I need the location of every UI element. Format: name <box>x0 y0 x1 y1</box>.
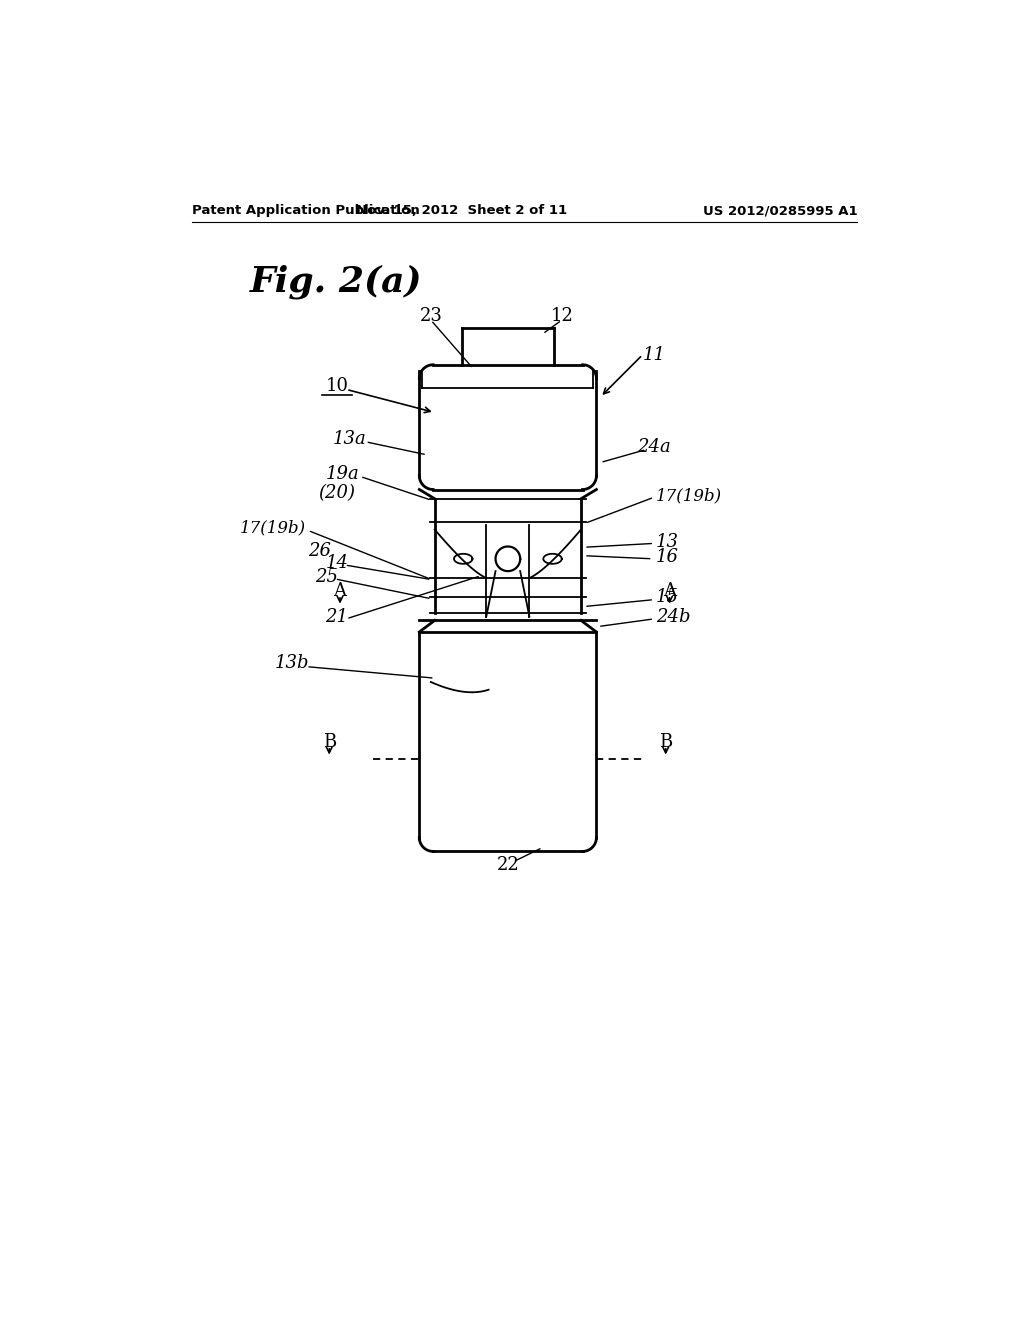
Text: 23: 23 <box>420 308 442 325</box>
Text: 14: 14 <box>326 553 348 572</box>
Text: 22: 22 <box>497 857 519 874</box>
Text: 19a: 19a <box>326 465 359 483</box>
Text: US 2012/0285995 A1: US 2012/0285995 A1 <box>702 205 857 218</box>
Text: Patent Application Publication: Patent Application Publication <box>193 205 420 218</box>
Text: B: B <box>323 733 336 751</box>
Text: Nov. 15, 2012  Sheet 2 of 11: Nov. 15, 2012 Sheet 2 of 11 <box>356 205 567 218</box>
Text: A: A <box>664 582 676 601</box>
Text: (20): (20) <box>318 484 355 503</box>
Text: 15: 15 <box>655 589 679 606</box>
Text: 25: 25 <box>315 568 338 586</box>
Text: 11: 11 <box>643 346 666 364</box>
Text: 16: 16 <box>655 548 679 566</box>
Text: 10: 10 <box>326 376 348 395</box>
Text: Fig. 2(a): Fig. 2(a) <box>250 264 423 298</box>
Text: 26: 26 <box>307 543 331 560</box>
Text: 24a: 24a <box>637 438 671 457</box>
Text: 13a: 13a <box>333 430 367 449</box>
Text: 12: 12 <box>550 308 573 325</box>
Text: 13b: 13b <box>275 653 309 672</box>
Text: B: B <box>659 733 673 751</box>
Text: 17(19b): 17(19b) <box>655 487 722 504</box>
Text: 13: 13 <box>655 533 679 550</box>
Text: 17(19b): 17(19b) <box>240 520 306 536</box>
Text: 21: 21 <box>326 607 348 626</box>
Text: A: A <box>334 582 346 601</box>
Text: 24b: 24b <box>655 607 690 626</box>
